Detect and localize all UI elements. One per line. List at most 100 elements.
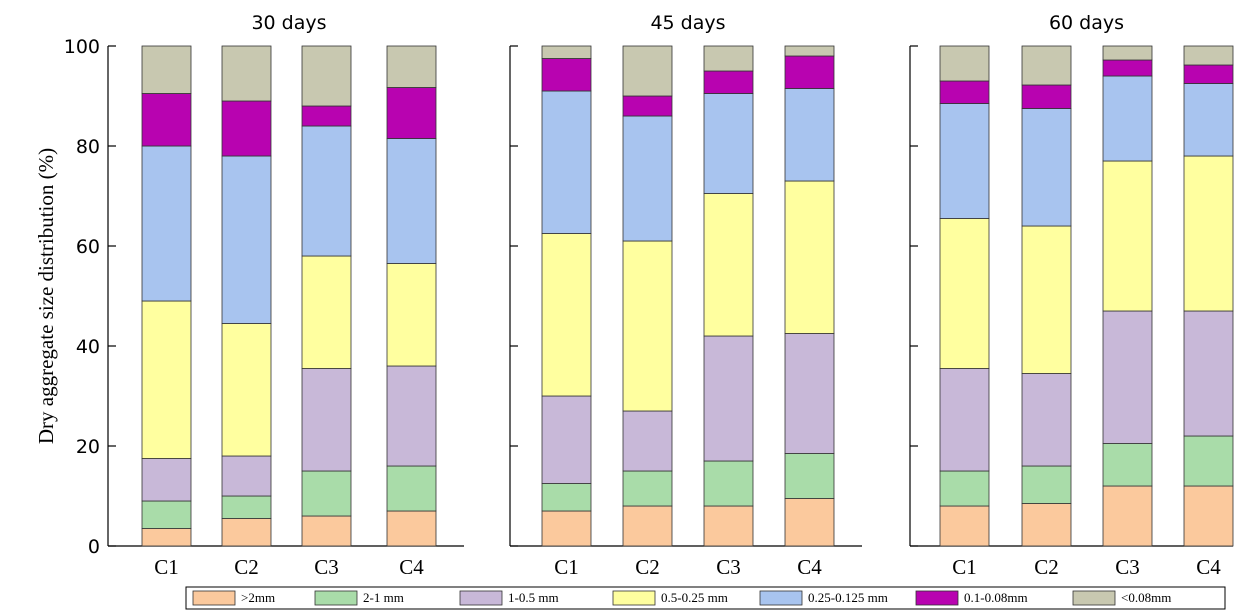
bar-segment-c1-s4	[141, 300, 192, 459]
bar-segment-c1-s2	[141, 500, 192, 529]
bar-segment-c2-s3	[622, 410, 673, 472]
bar-segment-c1-s7	[939, 45, 990, 82]
panel-title: 60 days	[1049, 12, 1124, 34]
bar-segment-c4-s4	[1183, 155, 1234, 312]
bar-segment-c1-s1	[141, 528, 192, 547]
bar-segment-c3-s5	[301, 125, 352, 257]
bar-segment-c2-s4	[622, 240, 673, 412]
x-category-label: C3	[716, 555, 741, 579]
bar-segment-c4-s6	[784, 55, 835, 89]
bar-segment-c3-s6	[301, 105, 352, 127]
y-tick-label: 40	[76, 336, 100, 358]
legend-swatch	[759, 590, 803, 606]
legend-label: 0.5-0.25 mm	[661, 590, 728, 605]
y-tick-label: 20	[76, 436, 100, 458]
panel-title: 30 days	[251, 12, 326, 34]
panel-title: 45 days	[650, 12, 725, 34]
legend: >2mm 2-1 mm 1-0.5 mm 0.5-0.25 mm 0.25-0.125 …	[185, 586, 1226, 610]
bar-segment-c3-s7	[301, 45, 352, 107]
bar-segment-c2-s4	[1021, 225, 1072, 374]
x-category-label: C4	[1196, 555, 1221, 579]
bar-segment-c2-s6	[622, 95, 673, 117]
bar-segment-c4-s7	[784, 45, 835, 57]
bar-segment-c2-s1	[622, 505, 673, 547]
bar-segment-c4-s6	[386, 87, 437, 139]
bar-segment-c4-s1	[784, 498, 835, 547]
bar-segment-c3-s2	[301, 470, 352, 517]
panel-1: 30 days 0 20 40 60 80 100 C1 C2 C3 C4	[64, 12, 464, 579]
bar-segment-c1-s3	[141, 458, 192, 502]
legend-swatch	[192, 590, 236, 606]
bar-segment-c4-s7	[386, 45, 437, 88]
bar-segment-c2-s1	[1021, 503, 1072, 547]
bar-segment-c1-s6	[541, 58, 592, 92]
bar-segment-c1-s2	[541, 483, 592, 512]
bar-segment-c4-s5	[784, 88, 835, 182]
x-category-label: C2	[1034, 555, 1059, 579]
bar-segment-c3-s7	[1102, 45, 1153, 61]
x-category-label: C2	[635, 555, 660, 579]
bar-segment-c1-s4	[939, 218, 990, 369]
bar-segment-c1-s5	[141, 145, 192, 302]
bar-segment-c1-s5	[541, 90, 592, 234]
bar-segment-c3-s2	[1102, 443, 1153, 487]
legend-swatch	[612, 590, 656, 606]
bar-segment-c2-s2	[622, 470, 673, 507]
bar-segment-c4-s2	[386, 465, 437, 512]
panel-3: 60 days C1 C2 C3 C4	[909, 12, 1234, 579]
bar-segment-c4-s3	[1183, 310, 1234, 437]
legend-swatch	[314, 590, 358, 606]
bar-segment-c3-s5	[703, 93, 754, 194]
bar-segment-c4-s2	[784, 453, 835, 499]
x-category-label: C3	[314, 555, 339, 579]
bar-segment-c2-s1	[221, 518, 272, 547]
legend-label: <0.08mm	[1121, 590, 1171, 605]
bar-segment-c4-s7	[1183, 45, 1234, 66]
x-category-label: C1	[952, 555, 977, 579]
legend-swatch	[1072, 590, 1116, 606]
legend-swatch	[459, 590, 503, 606]
panel-2: 45 days C1 C2 C3 C4	[509, 12, 862, 579]
bar-segment-c2-s7	[221, 45, 272, 102]
bar-segment-c3-s6	[1102, 59, 1153, 77]
legend-label: >2mm	[241, 590, 275, 605]
x-category-label: C2	[234, 555, 259, 579]
bar-segment-c2-s5	[221, 155, 272, 324]
bar-segment-c4-s4	[386, 263, 437, 367]
bar-segment-c4-s5	[1183, 83, 1234, 157]
x-category-label: C1	[554, 555, 579, 579]
bar-segment-c2-s6	[221, 100, 272, 157]
bar-segment-c2-s7	[622, 45, 673, 97]
bar-segment-c2-s3	[1021, 373, 1072, 467]
bar-segment-c1-s1	[541, 510, 592, 547]
legend-label: 0.1-0.08mm	[964, 590, 1028, 605]
bar-segment-c4-s3	[784, 333, 835, 454]
bar-segment-c3-s5	[1102, 75, 1153, 162]
chart-panels: 30 days 0 20 40 60 80 100 C1 C2 C3 C4 45 days C1 C2 C3…	[64, 12, 1234, 579]
bar-segment-c4-s2	[1183, 435, 1234, 487]
bar-segment-c4-s1	[386, 510, 437, 547]
bar-segment-c3-s6	[703, 70, 754, 94]
bar-segment-c1-s4	[541, 233, 592, 397]
bar-segment-c1-s5	[939, 103, 990, 219]
bar-segment-c1-s7	[141, 45, 192, 94]
legend-label: 1-0.5 mm	[508, 590, 559, 605]
bar-segment-c3-s4	[703, 193, 754, 337]
legend-swatch	[915, 590, 959, 606]
bar-segment-c1-s1	[939, 505, 990, 547]
bar-segment-c2-s7	[1021, 45, 1072, 86]
bar-segment-c3-s4	[301, 255, 352, 369]
legend-label: 2-1 mm	[363, 590, 404, 605]
x-category-label: C1	[154, 555, 179, 579]
bar-segment-c2-s4	[221, 323, 272, 457]
bar-segment-c4-s5	[386, 138, 437, 264]
bar-segment-c1-s2	[939, 470, 990, 507]
bar-segment-c4-s6	[1183, 64, 1234, 84]
y-axis-label: Dry aggregate size distribution (%)	[34, 148, 58, 444]
bar-segment-c3-s1	[301, 515, 352, 547]
bar-segment-c1-s6	[141, 93, 192, 147]
bar-segment-c1-s3	[939, 368, 990, 472]
bar-segment-c3-s3	[301, 368, 352, 472]
bar-segment-c2-s2	[221, 495, 272, 519]
